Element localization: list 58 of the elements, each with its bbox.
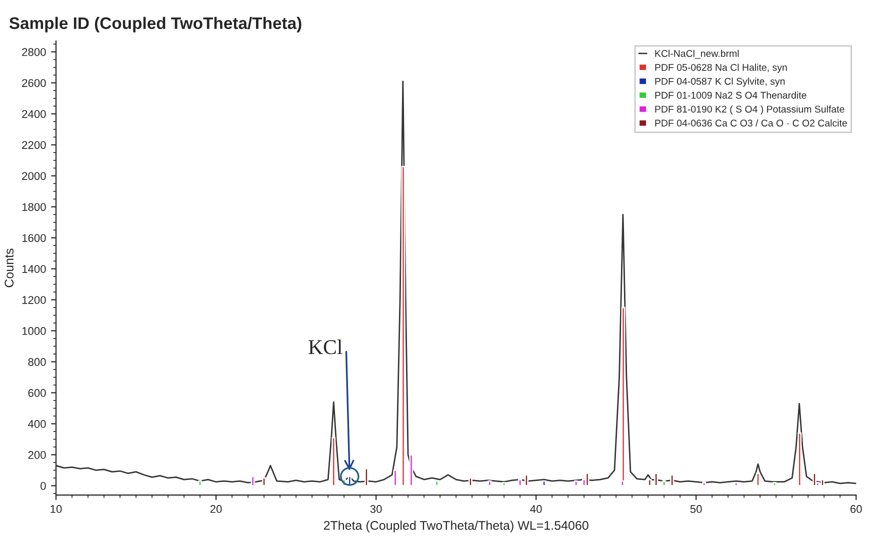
y-tick-label: 2200 (22, 141, 46, 149)
y-tick-label: 1400 (22, 265, 46, 273)
bar (772, 482, 776, 486)
y-tick-label: 2000 (22, 172, 46, 180)
x-axis-title: 2Theta (Coupled TwoTheta/Theta) WL=1.54060 (324, 520, 588, 532)
bar (468, 477, 472, 486)
legend-label: PDF 01-1009 Na2 S O4 Thenardite (655, 92, 806, 99)
y-tick-label: 400 (28, 420, 46, 428)
x-tick-label: 40 (530, 505, 542, 513)
bar (393, 470, 398, 486)
y-tick-label: 800 (28, 358, 46, 366)
annotation: KCl (308, 339, 342, 354)
y-tick-label: 0 (40, 482, 46, 490)
legend-label: PDF 05-0628 Na Cl Halite, syn (655, 64, 787, 73)
bar (434, 480, 439, 486)
bar (542, 480, 546, 486)
x-tick-label: 10 (50, 505, 62, 513)
x-tick-label: 50 (690, 505, 702, 513)
y-tick-label: 1800 (22, 203, 46, 211)
legend-label: PDF 04-0587 K Cl Sylvite, syn (655, 78, 785, 87)
y-tick-label: 1200 (22, 296, 46, 304)
bar (585, 472, 590, 486)
bar (574, 480, 578, 486)
bar (756, 472, 760, 486)
y-tick-label: 1000 (22, 327, 46, 335)
bar (812, 472, 816, 486)
bar (702, 482, 706, 486)
bar (662, 480, 666, 486)
bar (524, 474, 528, 486)
y-tick-label: 600 (28, 389, 46, 397)
bar (670, 474, 674, 486)
bar (518, 478, 522, 486)
bar (409, 454, 414, 486)
legend-label: KCl-NaCl_new.brml (655, 50, 739, 59)
bar (734, 482, 738, 486)
bar (198, 480, 202, 486)
y-axis-title: Counts (4, 248, 14, 288)
bar (262, 477, 266, 486)
bar (648, 478, 652, 486)
y-tick-label: 200 (28, 451, 46, 459)
y-tick-label: 2400 (22, 110, 46, 118)
bar (820, 478, 824, 486)
chart-title: Sample ID (Coupled TwoTheta/Theta) (9, 16, 302, 32)
bar (798, 432, 802, 486)
bar (654, 472, 658, 486)
bar (488, 480, 492, 486)
x-tick-label: 20 (210, 505, 222, 513)
bar (332, 437, 336, 486)
bar (250, 476, 255, 486)
legend-label: PDF 04-0636 Ca C O3 / Ca O · C O2 Calcite (655, 119, 847, 127)
bar (502, 482, 506, 486)
x-tick-label: 30 (370, 505, 382, 513)
y-tick-label: 2600 (22, 79, 46, 87)
y-tick-label: 1600 (22, 234, 46, 242)
y-tick-label: 2800 (22, 48, 46, 56)
bar (364, 468, 368, 486)
x-tick-label: 60 (850, 505, 862, 513)
legend-label: PDF 81-0190 K2 ( S O4 ) Potassium Sulfate (655, 105, 844, 115)
